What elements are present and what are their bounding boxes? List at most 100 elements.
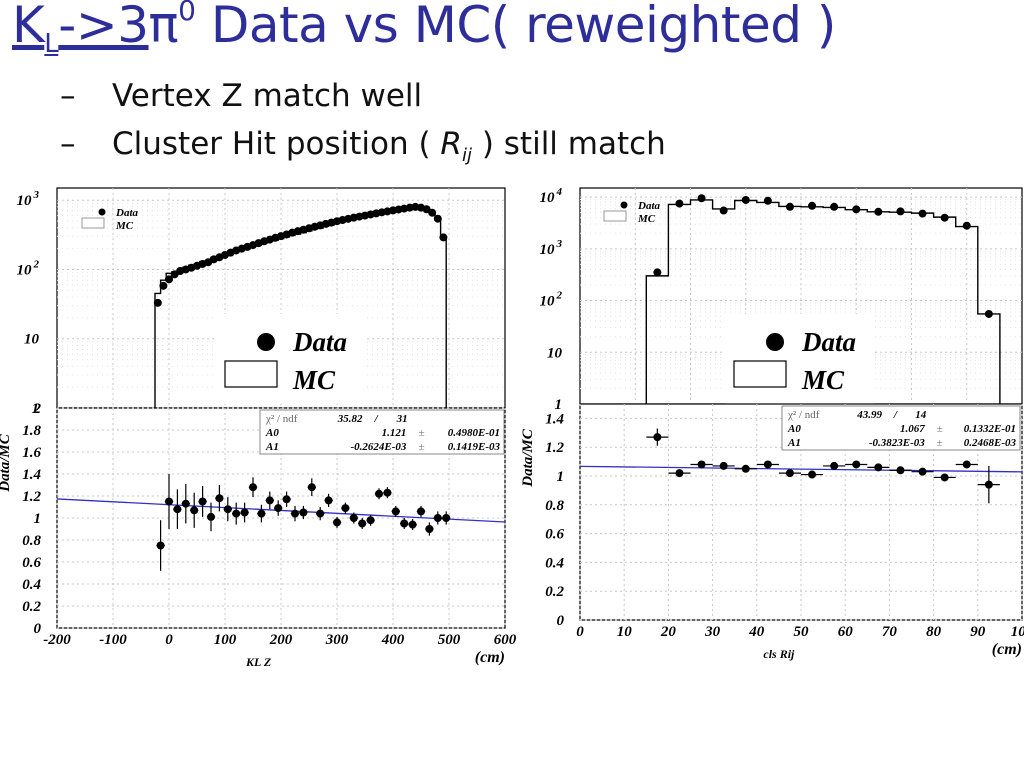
title-pi: π <box>148 0 179 54</box>
bullet-text: Vertex Z match well <box>112 78 423 114</box>
data-point <box>153 298 162 307</box>
bullet-text-post: ) still match <box>471 126 666 162</box>
y-tick-exponent: 2 <box>33 258 40 270</box>
title-rest: Data vs MC( reweighted ) <box>195 0 836 54</box>
data-point <box>785 202 794 211</box>
y-tick-label: 0.8 <box>545 498 564 514</box>
ratio-point <box>257 509 266 518</box>
ratio-point <box>307 483 316 492</box>
ratio-point <box>223 505 232 514</box>
ratio-point <box>265 496 274 505</box>
y-tick-exponent: 3 <box>556 238 563 250</box>
stats-pm: ± <box>419 441 425 453</box>
rij-r: R <box>440 126 462 162</box>
y-tick-exponent: 4 <box>556 186 563 198</box>
x-tick-label: -100 <box>99 632 127 648</box>
data-point <box>697 194 706 203</box>
ratio-point <box>375 489 383 498</box>
ratio-point <box>852 460 861 469</box>
ratio-point <box>316 509 325 518</box>
data-point <box>675 199 684 208</box>
y-axis-label: Data/MC <box>520 428 536 488</box>
x-tick-label: 0 <box>576 624 584 640</box>
ratio-point <box>333 518 341 527</box>
ratio-point <box>215 494 224 503</box>
stats-frame <box>259 409 505 455</box>
y-axis-label: Data/MC <box>0 433 13 493</box>
right-bottom-ratio-plot: 0 0.2 0.4 0.6 0.8 1 1.2 1.4 0 10 20 30 40 50 60 70 80 90 1… <box>520 403 1024 661</box>
y-tick-exponent: 2 <box>556 290 563 302</box>
ratio-point <box>366 516 375 525</box>
data-point <box>918 209 927 218</box>
ratio-point <box>719 461 728 470</box>
stats-sep: / <box>374 413 379 425</box>
x-tick-label: 90 <box>970 624 986 640</box>
x-tick-label: 70 <box>882 624 898 640</box>
y-tick-label: 10 <box>547 345 563 361</box>
data-point <box>808 201 817 210</box>
ratio-point <box>207 512 215 521</box>
bullet-dash: – <box>60 126 76 162</box>
title-pi-sup: 0 <box>178 0 196 27</box>
overlay-legend-bg <box>725 314 875 404</box>
ratio-point <box>165 497 173 506</box>
y-tick-label: 10 <box>24 332 40 348</box>
ratio-point <box>358 519 367 528</box>
x-tick-label: 300 <box>325 632 349 648</box>
x-tick-label: 30 <box>704 624 721 640</box>
data-point <box>653 268 662 277</box>
rij-sub: ij <box>461 145 472 167</box>
ratio-point <box>173 505 182 514</box>
stats-param-error: 0.1332E-01 <box>964 423 1016 435</box>
data-point <box>962 221 971 230</box>
y-tick-label: 1 <box>557 469 565 485</box>
x-tick-label: 100 <box>214 632 237 648</box>
ratio-point <box>282 495 291 504</box>
y-tick-label: 10 2 <box>17 258 40 278</box>
data-point <box>763 196 772 205</box>
data-point <box>830 202 839 211</box>
y-tick-label: 1.4 <box>22 467 41 483</box>
x-tick-label: 0 <box>165 632 173 648</box>
y-tick-label: 10 4 <box>540 186 563 206</box>
ratio-point <box>425 525 434 533</box>
x-tick-label: 600 <box>494 632 517 648</box>
y-tick-label: 0.8 <box>22 533 41 549</box>
y-tick-label: 0.6 <box>22 555 41 571</box>
x-axis-label: cls Rij <box>763 647 795 661</box>
legend-data-label: Data <box>115 207 139 219</box>
x-axis-label: KL Z <box>245 655 272 669</box>
stats-param-name: A1 <box>787 437 801 449</box>
ratio-point <box>675 469 684 478</box>
ratio-point <box>940 473 949 482</box>
ratio-point <box>341 504 350 513</box>
y-tick-label: 1.8 <box>22 423 41 439</box>
stats-pm: ± <box>937 423 943 435</box>
y-tick-label: 1.4 <box>545 411 564 427</box>
ratio-point <box>763 460 772 469</box>
legend-data-marker <box>98 208 106 216</box>
stats-param-name: A0 <box>265 427 279 439</box>
title-k-sub: L <box>44 29 59 59</box>
data-point <box>439 233 448 242</box>
x-tick-label: 200 <box>269 632 293 648</box>
overlay-legend-data-marker <box>766 333 784 351</box>
stats-frame <box>781 405 1021 451</box>
overlay-legend-data-marker <box>257 333 275 351</box>
stats-param-error: 0.1419E-03 <box>448 441 501 453</box>
overlay-legend-mc-label: MC <box>801 365 845 395</box>
data-point <box>874 207 883 216</box>
y-tick-label: 0.4 <box>545 555 564 571</box>
x-tick-label: 40 <box>748 624 765 640</box>
x-axis-unit: (cm) <box>475 649 505 666</box>
ratio-point <box>874 463 883 472</box>
ratio-point <box>198 497 207 506</box>
stats-param-error: 0.2468E-03 <box>964 437 1017 449</box>
ratio-point <box>896 466 905 475</box>
ratio-point <box>433 514 442 522</box>
y-tick-label: 10 3 <box>17 189 40 209</box>
data-point <box>159 281 168 290</box>
stats-chi-label: χ² / ndf <box>265 413 298 425</box>
